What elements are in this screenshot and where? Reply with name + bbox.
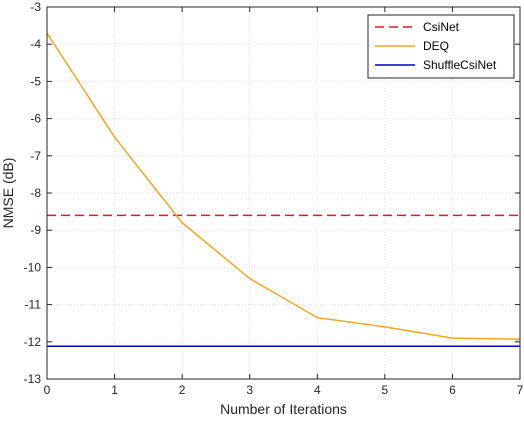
y-tick-label: -6 (30, 112, 41, 126)
x-tick-label: 7 (517, 383, 524, 397)
series-line-deq (46, 32, 521, 340)
x-axis-title: Number of Iterations (220, 401, 347, 417)
x-tick-label: 2 (179, 383, 186, 397)
y-tick-label: -8 (30, 186, 41, 200)
y-tick-label: -4 (30, 37, 41, 51)
x-tick-label: 5 (382, 383, 389, 397)
y-tick-label: -13 (24, 372, 42, 386)
ticks: 0 1 2 3 4 5 6 7 -13 -12 -11 -10 -9 -8 -7 -6 -5 -4 -3 (24, 0, 524, 397)
legend: CsiNet DEQ ShuffleCsiNet (367, 14, 515, 79)
legend-label-csinet: CsiNet (423, 20, 460, 34)
x-tick-label: 3 (246, 383, 253, 397)
x-tick-label: 4 (314, 383, 321, 397)
y-tick-label: -9 (30, 223, 41, 237)
legend-label-shufflecsinet: ShuffleCsiNet (423, 58, 497, 72)
series-group (46, 32, 521, 348)
x-tick-label: 1 (111, 383, 118, 397)
legend-label-deq: DEQ (423, 39, 449, 53)
y-tick-label: -11 (25, 298, 42, 312)
y-tick-label: -12 (24, 335, 42, 349)
y-tick-label: -7 (30, 149, 41, 163)
x-tick-label: 0 (44, 383, 51, 397)
x-tick-label: 6 (449, 383, 456, 397)
y-tick-label: -5 (30, 74, 41, 88)
y-axis-title: NMSE (dB) (0, 158, 16, 229)
y-tick-label: -10 (24, 260, 42, 274)
y-tick-label: -3 (30, 0, 41, 14)
